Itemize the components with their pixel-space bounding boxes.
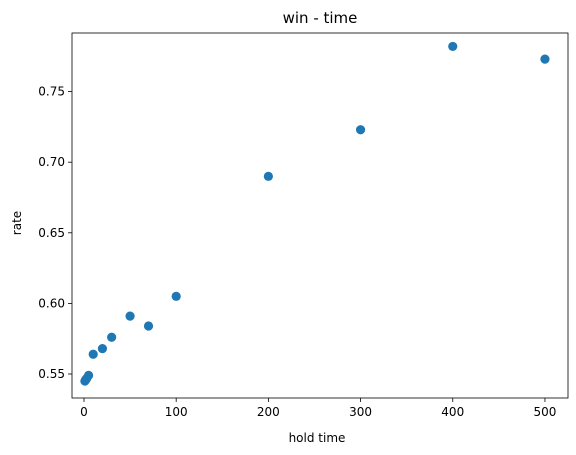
plot-area — [80, 42, 549, 386]
data-point — [356, 125, 365, 134]
data-point — [448, 42, 457, 51]
data-point — [84, 371, 93, 380]
y-tick-label: 0.70 — [38, 155, 65, 169]
data-point — [125, 312, 134, 321]
x-tick-label: 500 — [533, 405, 556, 419]
data-point — [172, 292, 181, 301]
chart-title: win - time — [283, 9, 358, 27]
data-point — [89, 350, 98, 359]
x-axis-ticks: 0 100 200 300 400 500 — [80, 398, 556, 419]
x-tick-label: 100 — [165, 405, 188, 419]
y-tick-label: 0.75 — [38, 85, 65, 99]
x-axis-label: hold time — [289, 431, 346, 445]
data-point — [264, 172, 273, 181]
data-point — [540, 55, 549, 64]
y-tick-label: 0.60 — [38, 296, 65, 310]
x-tick-label: 200 — [257, 405, 280, 419]
x-tick-label: 0 — [80, 405, 88, 419]
y-tick-label: 0.65 — [38, 226, 65, 240]
data-point — [107, 333, 116, 342]
y-axis-label: rate — [10, 211, 24, 235]
y-tick-label: 0.55 — [38, 367, 65, 381]
data-point — [144, 321, 153, 330]
x-tick-label: 400 — [441, 405, 464, 419]
plot-frame — [72, 33, 568, 398]
y-axis-ticks: 0.55 0.60 0.65 0.70 0.75 — [38, 85, 72, 381]
data-point — [98, 344, 107, 353]
x-tick-label: 300 — [349, 405, 372, 419]
